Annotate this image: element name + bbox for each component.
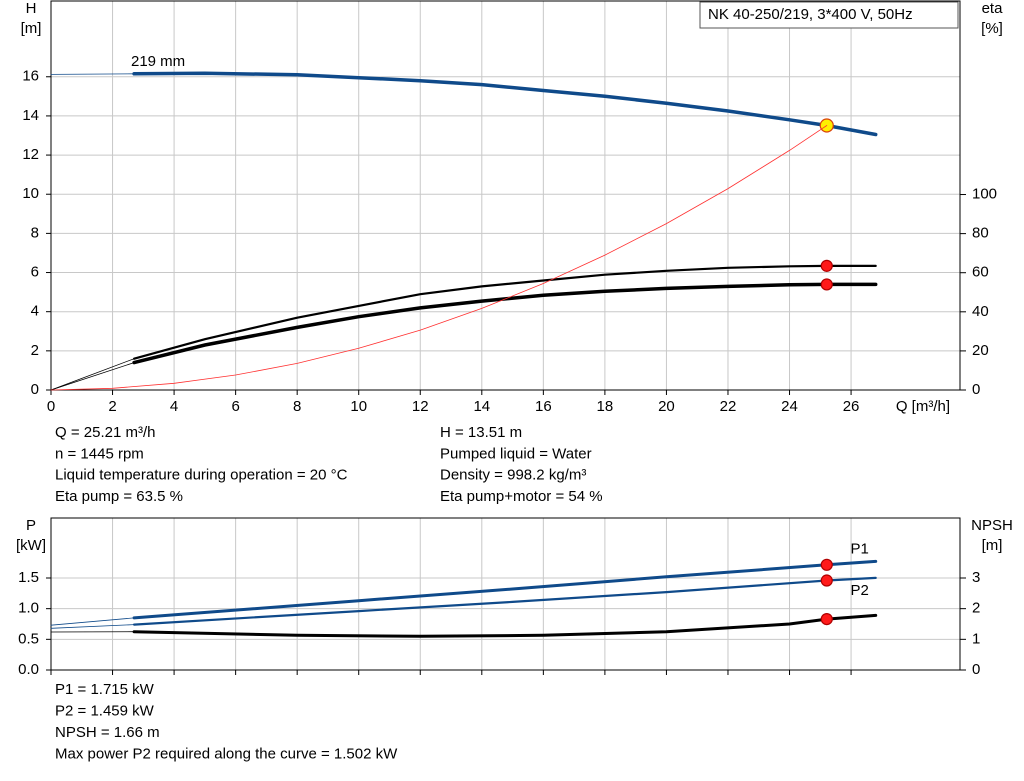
x-tick-label: 12 (412, 398, 429, 415)
x-tick-label: 14 (473, 398, 490, 415)
y-tick-label: 16 (22, 68, 39, 85)
duty-point (820, 574, 833, 587)
y-tick-label: 2 (31, 342, 39, 359)
x-tick-label: 2 (108, 398, 116, 415)
y-tick-label: 12 (22, 146, 39, 163)
curve (50, 125, 828, 391)
x-tick-label: 20 (658, 398, 675, 415)
y-tick-label: 1.5 (18, 569, 39, 586)
y2-tick-label: 80 (972, 225, 989, 242)
x-tick-label: 16 (535, 398, 552, 415)
y2-tick-label: 60 (972, 264, 989, 281)
y2-tick-label: 0 (972, 661, 980, 678)
y-axis-label: P (26, 517, 36, 534)
x-tick-label: 6 (231, 398, 239, 415)
curve (132, 71, 878, 137)
y-tick-label: 6 (31, 264, 39, 281)
y2-tick-label: 20 (972, 342, 989, 359)
x-tick-label: 22 (720, 398, 737, 415)
duty-point (820, 259, 833, 272)
info-text: NPSH = 1.66 m (55, 724, 160, 741)
y-tick-label: 4 (31, 303, 39, 320)
curve (132, 613, 878, 638)
info-text: Pumped liquid = Water (440, 445, 592, 462)
curve-extrapolated (50, 617, 135, 626)
plot-frame (50, 0, 961, 391)
y-tick-label: 0 (31, 381, 39, 398)
curve-extrapolated (50, 624, 135, 629)
series-label: P1 (851, 540, 869, 557)
info-text: Density = 998.2 kg/m³ (440, 467, 586, 484)
title-box (699, 1, 959, 29)
curve-extrapolated (50, 362, 135, 391)
y2-tick-label: 40 (972, 303, 989, 320)
y-tick-label: 14 (22, 107, 39, 124)
info-text: Q = 25.21 m³/h (55, 424, 155, 441)
y-axis-unit: [kW] (16, 537, 46, 554)
series-label: P2 (851, 582, 869, 599)
x-tick-label: 8 (293, 398, 301, 415)
info-text: P1 = 1.715 kW (55, 681, 155, 698)
y-axis-unit: [m] (21, 20, 42, 37)
y2-tick-label: 2 (972, 600, 980, 617)
x-tick-label: 4 (170, 398, 178, 415)
y-axis-label: H (26, 0, 37, 17)
y-tick-label: 10 (22, 185, 39, 202)
x-axis-label: Q [m³/h] (896, 398, 950, 415)
y2-axis-label: NPSH (971, 517, 1013, 534)
x-tick-label: 10 (350, 398, 367, 415)
x-tick-label: 0 (47, 398, 55, 415)
y2-tick-label: 3 (972, 569, 980, 586)
plot-frame (50, 517, 961, 671)
curve (132, 559, 878, 620)
x-tick-label: 18 (597, 398, 614, 415)
chart-title: NK 40-250/219, 3*400 V, 50Hz (708, 6, 913, 23)
y2-axis-label: eta (982, 0, 1004, 17)
x-tick-label: 24 (781, 398, 798, 415)
curve-extrapolated (50, 73, 135, 75)
info-text: P2 = 1.459 kW (55, 702, 155, 719)
duty-point (820, 612, 833, 626)
info-text: Eta pump+motor = 54 % (440, 488, 603, 505)
y2-tick-label: 100 (972, 185, 997, 202)
y-tick-label: 8 (31, 224, 39, 241)
curve (133, 576, 877, 626)
y-tick-label: 1.0 (18, 600, 39, 617)
x-tick-label: 26 (843, 398, 860, 415)
info-text: Liquid temperature during operation = 20… (55, 467, 348, 484)
series-label: 219 mm (131, 53, 185, 70)
duty-point (820, 278, 833, 291)
y2-tick-label: 1 (972, 630, 980, 647)
info-text: n = 1445 rpm (55, 445, 144, 462)
info-text: H = 13.51 m (440, 424, 522, 441)
curve (133, 264, 877, 360)
y-tick-label: 0.0 (18, 661, 39, 678)
info-text: Eta pump = 63.5 % (55, 488, 183, 505)
duty-point (820, 558, 833, 571)
curve (132, 282, 878, 365)
y2-tick-label: 0 (972, 381, 980, 398)
y2-axis-unit: [m] (982, 537, 1003, 554)
info-text: Max power P2 required along the curve = … (55, 745, 398, 762)
y2-axis-unit: [%] (981, 20, 1003, 37)
y-tick-label: 0.5 (18, 630, 39, 647)
curve-extrapolated (50, 358, 135, 391)
